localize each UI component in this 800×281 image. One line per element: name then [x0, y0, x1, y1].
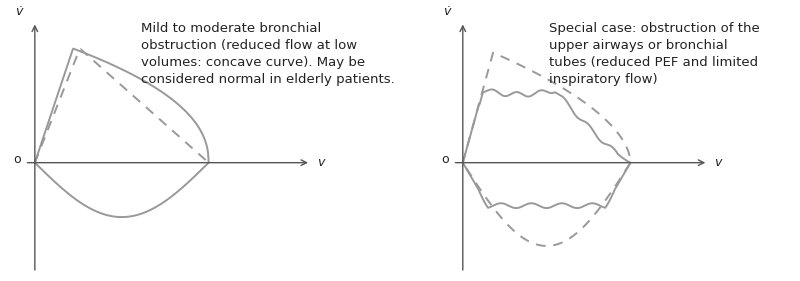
Text: v̇: v̇ — [14, 4, 22, 18]
Text: o: o — [441, 153, 449, 166]
Text: v: v — [714, 156, 722, 169]
Text: Special case: obstruction of the
upper airways or bronchial
tubes (reduced PEF a: Special case: obstruction of the upper a… — [549, 22, 759, 86]
Text: o: o — [13, 153, 21, 166]
Text: v: v — [317, 156, 325, 169]
Text: v̇: v̇ — [442, 4, 450, 18]
Text: Mild to moderate bronchial
obstruction (reduced flow at low
volumes: concave cur: Mild to moderate bronchial obstruction (… — [141, 22, 395, 86]
